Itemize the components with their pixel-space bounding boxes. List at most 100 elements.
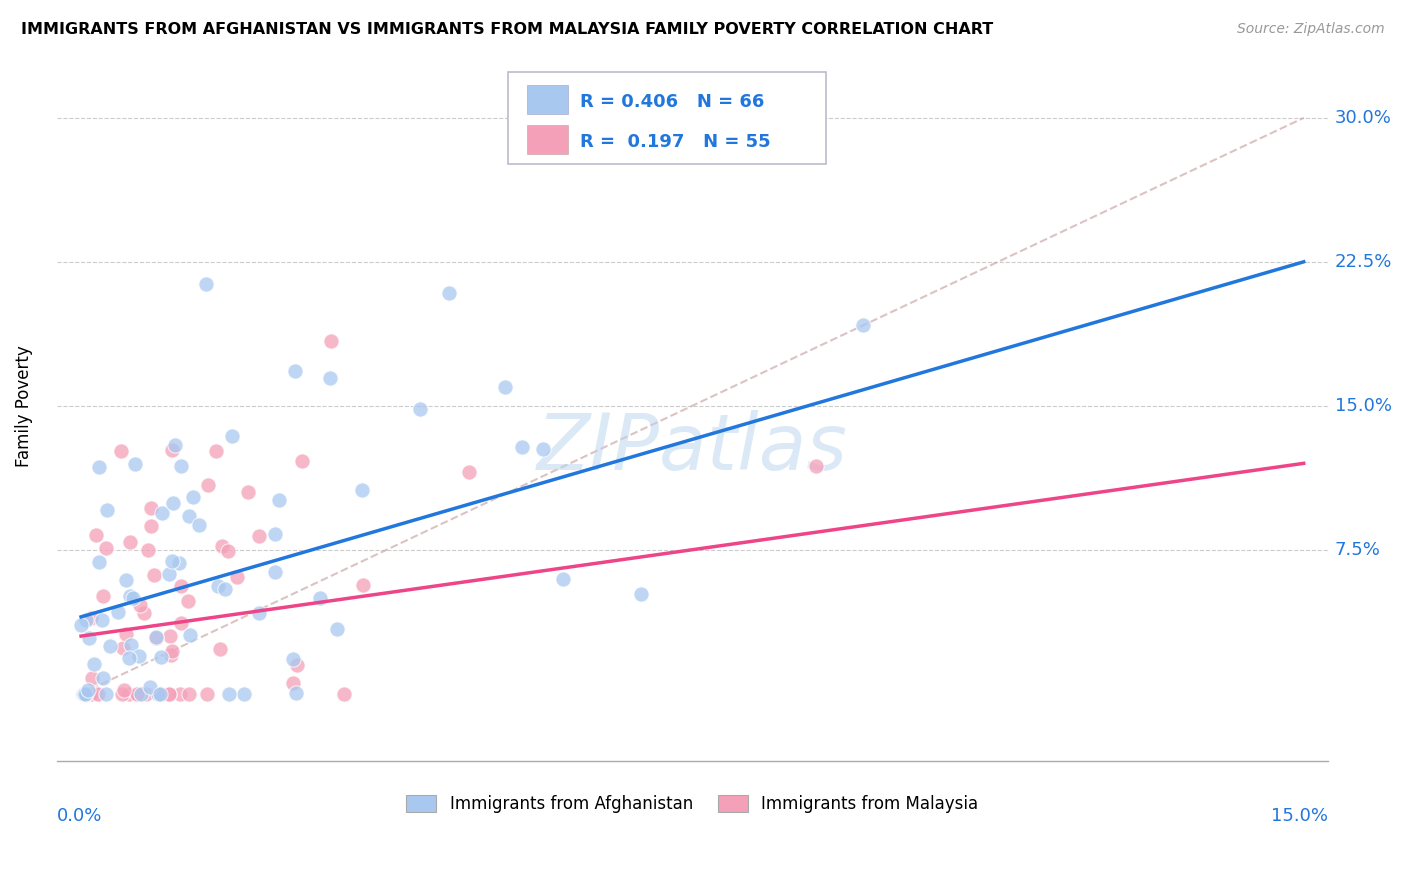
Point <box>209 642 232 657</box>
Point <box>120 534 142 549</box>
Point <box>118 650 141 665</box>
Point <box>83 657 105 672</box>
Point <box>352 483 374 497</box>
Point <box>75 613 97 627</box>
Point <box>150 506 173 520</box>
Point <box>217 544 239 558</box>
Point <box>86 687 108 701</box>
Text: ZIPatlas: ZIPatlas <box>537 410 848 486</box>
Point <box>531 442 554 457</box>
Point <box>87 459 110 474</box>
Point <box>73 687 96 701</box>
Point <box>159 629 181 643</box>
Point <box>94 687 117 701</box>
Point <box>145 631 167 645</box>
Point <box>177 687 200 701</box>
Point <box>141 519 163 533</box>
Point <box>283 652 305 666</box>
Y-axis label: Family Poverty: Family Poverty <box>15 345 32 467</box>
Point <box>150 687 173 701</box>
Point <box>179 509 201 524</box>
Point <box>160 443 183 458</box>
Point <box>149 687 172 701</box>
Point <box>118 589 141 603</box>
Point <box>111 640 134 655</box>
Point <box>135 687 157 701</box>
Text: 7.5%: 7.5% <box>1334 541 1381 558</box>
Text: 15.0%: 15.0% <box>1334 397 1392 415</box>
Point <box>98 639 121 653</box>
Point <box>91 672 114 686</box>
Point <box>112 683 135 698</box>
Point <box>107 606 129 620</box>
Point <box>352 578 374 592</box>
Text: 30.0%: 30.0% <box>1334 109 1392 127</box>
Point <box>75 687 97 701</box>
Point <box>162 554 184 568</box>
Point <box>494 380 516 394</box>
Point <box>630 587 652 601</box>
Point <box>89 555 111 569</box>
Point <box>284 364 307 378</box>
Point <box>207 578 229 592</box>
FancyBboxPatch shape <box>527 85 568 113</box>
Point <box>194 277 217 291</box>
Point <box>138 680 160 694</box>
Text: Source: ZipAtlas.com: Source: ZipAtlas.com <box>1237 22 1385 37</box>
Point <box>124 457 146 471</box>
Point <box>136 542 159 557</box>
Point <box>149 649 172 664</box>
Point <box>128 648 150 663</box>
Point <box>129 598 152 612</box>
Legend: Immigrants from Afghanistan, Immigrants from Malaysia: Immigrants from Afghanistan, Immigrants … <box>399 789 986 820</box>
Point <box>233 687 256 701</box>
Point <box>82 672 104 686</box>
Point <box>318 371 340 385</box>
Point <box>195 687 218 701</box>
Point <box>80 687 103 701</box>
Point <box>308 591 330 606</box>
Point <box>162 644 184 658</box>
Point <box>145 630 167 644</box>
Point <box>132 606 155 620</box>
Point <box>319 334 342 348</box>
Text: R =  0.197   N = 55: R = 0.197 N = 55 <box>581 133 770 151</box>
Point <box>187 517 209 532</box>
Text: 22.5%: 22.5% <box>1334 252 1392 271</box>
Point <box>285 657 308 672</box>
Point <box>118 687 141 701</box>
Point <box>553 572 575 586</box>
Point <box>157 566 180 581</box>
Text: R = 0.406   N = 66: R = 0.406 N = 66 <box>581 93 765 111</box>
Point <box>91 589 114 603</box>
Point <box>79 631 101 645</box>
Point <box>458 465 481 479</box>
Point <box>218 687 240 701</box>
Point <box>157 687 180 701</box>
Point <box>804 458 827 473</box>
Point <box>80 610 103 624</box>
Point <box>409 402 432 417</box>
Point <box>115 626 138 640</box>
FancyBboxPatch shape <box>508 72 825 164</box>
Point <box>146 687 169 701</box>
Point <box>510 440 533 454</box>
Point <box>238 485 260 500</box>
Point <box>110 687 132 701</box>
Point <box>267 493 290 508</box>
Point <box>247 606 270 620</box>
Point <box>96 502 118 516</box>
Point <box>169 687 191 701</box>
Point <box>851 318 873 332</box>
Point <box>91 613 114 627</box>
Point <box>170 616 193 631</box>
Point <box>141 500 163 515</box>
Point <box>72 687 94 701</box>
Point <box>167 557 190 571</box>
Point <box>177 594 200 608</box>
FancyBboxPatch shape <box>527 125 568 153</box>
Point <box>120 638 142 652</box>
Point <box>115 573 138 587</box>
Point <box>162 496 184 510</box>
Point <box>75 687 97 701</box>
